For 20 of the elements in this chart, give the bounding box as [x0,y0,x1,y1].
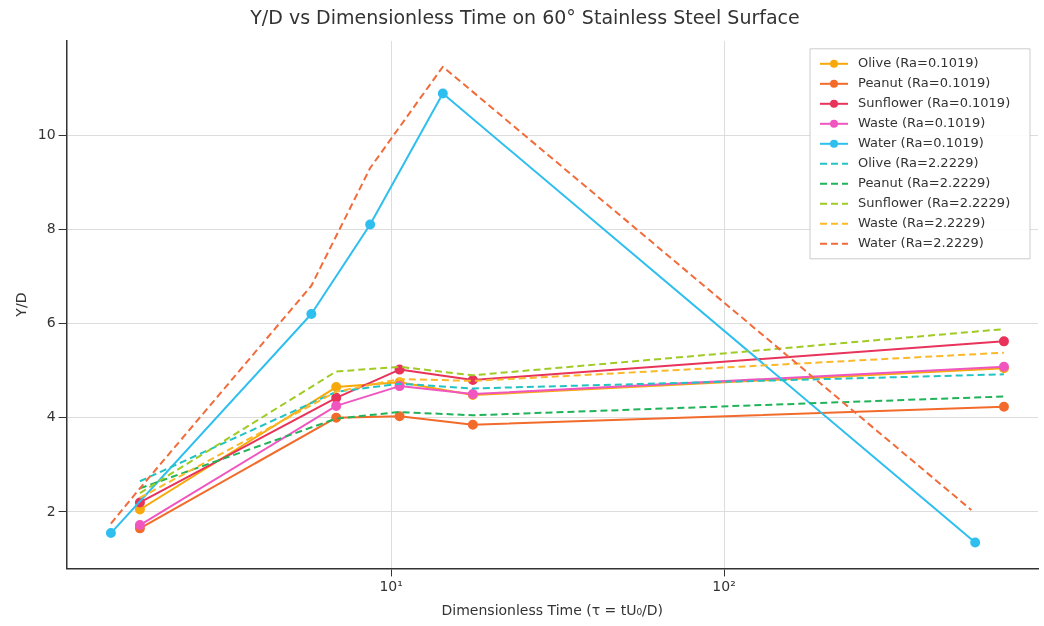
legend-label: Waste (Ra=2.2229) [858,215,986,231]
legend-label: Sunflower (Ra=0.1019) [858,95,1011,111]
y-tick-label: 4 [46,408,56,425]
x-tick-label: 10¹ [379,578,403,595]
y-tick-label: 6 [46,314,56,331]
y-tick-label: 10 [37,125,56,142]
legend-label: Sunflower (Ra=2.2229) [858,195,1011,211]
x-tick-label: 10² [712,578,736,595]
legend-label: Peanut (Ra=2.2229) [858,175,991,191]
legend-label: Water (Ra=2.2229) [858,235,984,251]
y-axis-title: Y/D [13,292,30,318]
legend-label: Olive (Ra=2.2229) [858,155,979,171]
chart-title: Y/D vs Dimensionless Time on 60° Stainless Steel Surface [249,6,800,29]
y-tick-label: 8 [46,219,56,236]
legend-label: Peanut (Ra=0.1019) [858,75,991,91]
legend-label: Waste (Ra=0.1019) [858,115,986,131]
y-tick-label: 2 [46,502,56,519]
legend-label: Olive (Ra=0.1019) [858,55,979,71]
legend-label: Water (Ra=0.1019) [858,135,984,151]
x-axis-title: Dimensionless Time (τ = tU₀/D) [441,602,664,619]
